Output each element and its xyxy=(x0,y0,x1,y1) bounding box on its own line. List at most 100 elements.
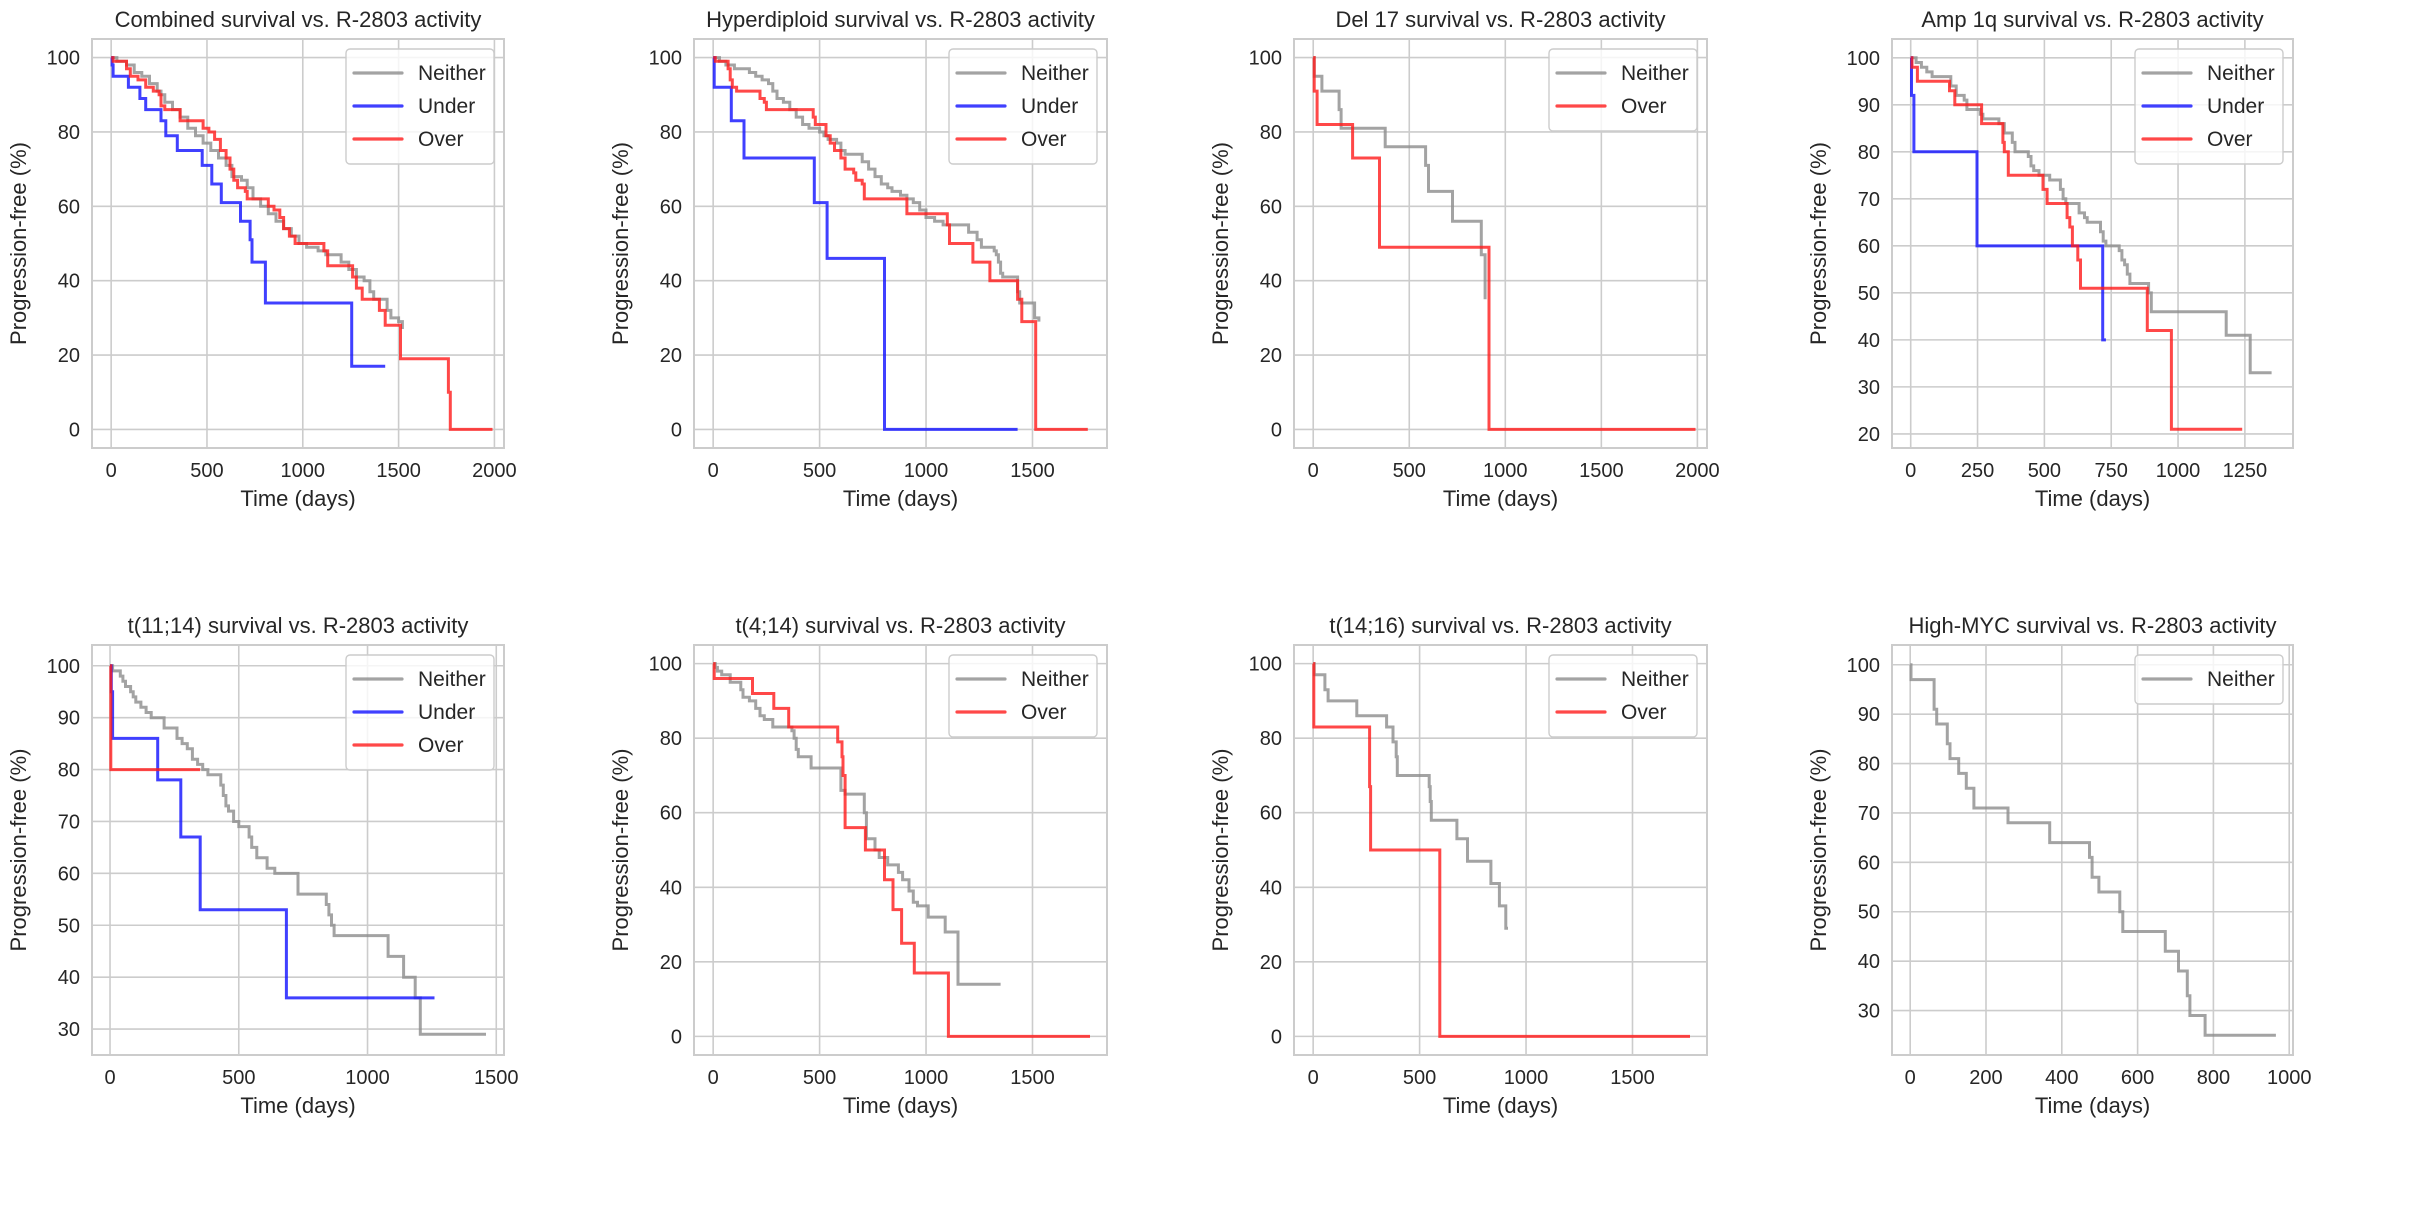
legend-label-over: Over xyxy=(2207,128,2253,151)
y-tick-label: 20 xyxy=(58,345,80,367)
series-line-over xyxy=(712,662,1090,1038)
y-tick-label: 100 xyxy=(1249,654,1282,676)
y-tick-label: 20 xyxy=(1858,424,1880,446)
y-tick-label: 40 xyxy=(58,271,80,293)
y-axis-label: Progression-free (%) xyxy=(1806,749,1831,952)
y-axis-label: Progression-free (%) xyxy=(608,142,633,345)
y-tick-label: 80 xyxy=(1260,728,1282,750)
y-tick-label: 40 xyxy=(58,967,80,989)
y-tick-label: 60 xyxy=(58,863,80,885)
x-tick-label: 0 xyxy=(1905,460,1916,482)
y-tick-label: 80 xyxy=(1858,754,1880,776)
series-line-over xyxy=(1910,56,2243,431)
y-tick-label: 90 xyxy=(1858,704,1880,726)
y-tick-label: 40 xyxy=(1260,877,1282,899)
x-tick-label: 500 xyxy=(222,1067,255,1089)
legend: Neither Over xyxy=(1548,654,1698,738)
series-line-neither xyxy=(110,664,486,1036)
y-tick-label: 60 xyxy=(1260,196,1282,218)
x-axis-label: Time (days) xyxy=(2035,486,2150,511)
x-tick-label: 500 xyxy=(1403,1067,1436,1089)
x-tick-label: 1500 xyxy=(1010,1067,1055,1089)
legend-label-neither: Neither xyxy=(418,62,486,85)
legend: Neither Under Over xyxy=(345,48,495,165)
x-tick-label: 500 xyxy=(803,1067,836,1089)
series-line-neither xyxy=(713,56,1041,322)
x-tick-label: 1500 xyxy=(1610,1067,1655,1089)
series-line-over xyxy=(1312,56,1696,431)
series-line-neither xyxy=(713,662,1001,986)
x-tick-label: 0 xyxy=(1308,1067,1319,1089)
x-tick-label: 250 xyxy=(1961,460,1994,482)
legend-label-over: Over xyxy=(1021,128,1067,151)
subplot-title: t(4;14) survival vs. R-2803 activity xyxy=(735,613,1065,638)
x-tick-label: 1000 xyxy=(2156,460,2201,482)
y-tick-label: 80 xyxy=(660,122,682,144)
y-tick-label: 100 xyxy=(47,656,80,678)
x-tick-label: 1000 xyxy=(904,1067,949,1089)
subplot-7: 0 500 1000 1500 0 20 40 60 80 100 t(14;16) surviva… xyxy=(1208,613,1708,1118)
subplot-title: Hyperdiploid survival vs. R-2803 activit… xyxy=(706,7,1095,32)
legend-box xyxy=(2134,654,2284,705)
axes-frame xyxy=(91,38,505,449)
y-tick-label: 30 xyxy=(58,1019,80,1041)
y-tick-label: 40 xyxy=(660,271,682,293)
y-axis-label: Progression-free (%) xyxy=(1208,749,1233,952)
legend-box xyxy=(1548,48,1698,132)
x-tick-label: 0 xyxy=(708,1067,719,1089)
y-tick-label: 0 xyxy=(1271,419,1282,441)
legend: Neither Under Over xyxy=(948,48,1098,165)
x-tick-label: 1500 xyxy=(1010,460,1055,482)
series-line-neither xyxy=(1312,662,1508,930)
legend-label-under: Under xyxy=(418,701,475,724)
y-tick-label: 100 xyxy=(1847,48,1880,70)
x-tick-label: 1500 xyxy=(1579,460,1624,482)
subplot-title: t(14;16) survival vs. R-2803 activity xyxy=(1329,613,1671,638)
y-tick-label: 20 xyxy=(1260,952,1282,974)
x-axis-label: Time (days) xyxy=(240,1093,355,1118)
y-tick-label: 90 xyxy=(1858,95,1880,117)
x-tick-label: 750 xyxy=(2095,460,2128,482)
x-tick-label: 200 xyxy=(1969,1067,2002,1089)
legend-box xyxy=(345,48,495,165)
y-tick-label: 100 xyxy=(1847,655,1880,677)
x-tick-label: 0 xyxy=(1308,460,1319,482)
y-tick-label: 30 xyxy=(1858,377,1880,399)
legend-label-under: Under xyxy=(418,95,475,118)
y-tick-label: 80 xyxy=(660,728,682,750)
legend-label-over: Over xyxy=(418,734,464,757)
series-line-under xyxy=(1910,56,2106,342)
y-tick-label: 60 xyxy=(1858,236,1880,258)
axes-frame xyxy=(693,644,1108,1056)
legend-label-over: Over xyxy=(418,128,464,151)
y-tick-label: 0 xyxy=(671,419,682,441)
x-tick-label: 400 xyxy=(2045,1067,2078,1089)
legend: Neither Over xyxy=(948,654,1098,738)
y-tick-label: 100 xyxy=(649,48,682,70)
y-tick-label: 50 xyxy=(1858,283,1880,305)
legend-label-neither: Neither xyxy=(418,668,486,691)
legend-label-neither: Neither xyxy=(1021,62,1089,85)
legend-label-neither: Neither xyxy=(2207,668,2275,691)
y-tick-label: 80 xyxy=(1858,142,1880,164)
y-tick-label: 60 xyxy=(660,803,682,825)
y-tick-label: 40 xyxy=(1260,271,1282,293)
x-tick-label: 500 xyxy=(1393,460,1426,482)
axes-frame xyxy=(693,38,1108,449)
y-tick-label: 60 xyxy=(1260,803,1282,825)
x-tick-label: 800 xyxy=(2197,1067,2230,1089)
axes-frame xyxy=(1891,644,2294,1056)
x-axis-label: Time (days) xyxy=(843,1093,958,1118)
axes-frame xyxy=(91,644,505,1056)
x-tick-label: 1500 xyxy=(474,1067,519,1089)
legend-label-under: Under xyxy=(2207,95,2264,118)
y-tick-label: 40 xyxy=(1858,951,1880,973)
y-tick-label: 50 xyxy=(1858,902,1880,924)
y-tick-label: 100 xyxy=(649,654,682,676)
y-axis-label: Progression-free (%) xyxy=(6,142,31,345)
legend-box xyxy=(2134,48,2284,165)
y-tick-label: 20 xyxy=(660,952,682,974)
y-tick-label: 60 xyxy=(660,196,682,218)
x-tick-label: 2000 xyxy=(1675,460,1720,482)
